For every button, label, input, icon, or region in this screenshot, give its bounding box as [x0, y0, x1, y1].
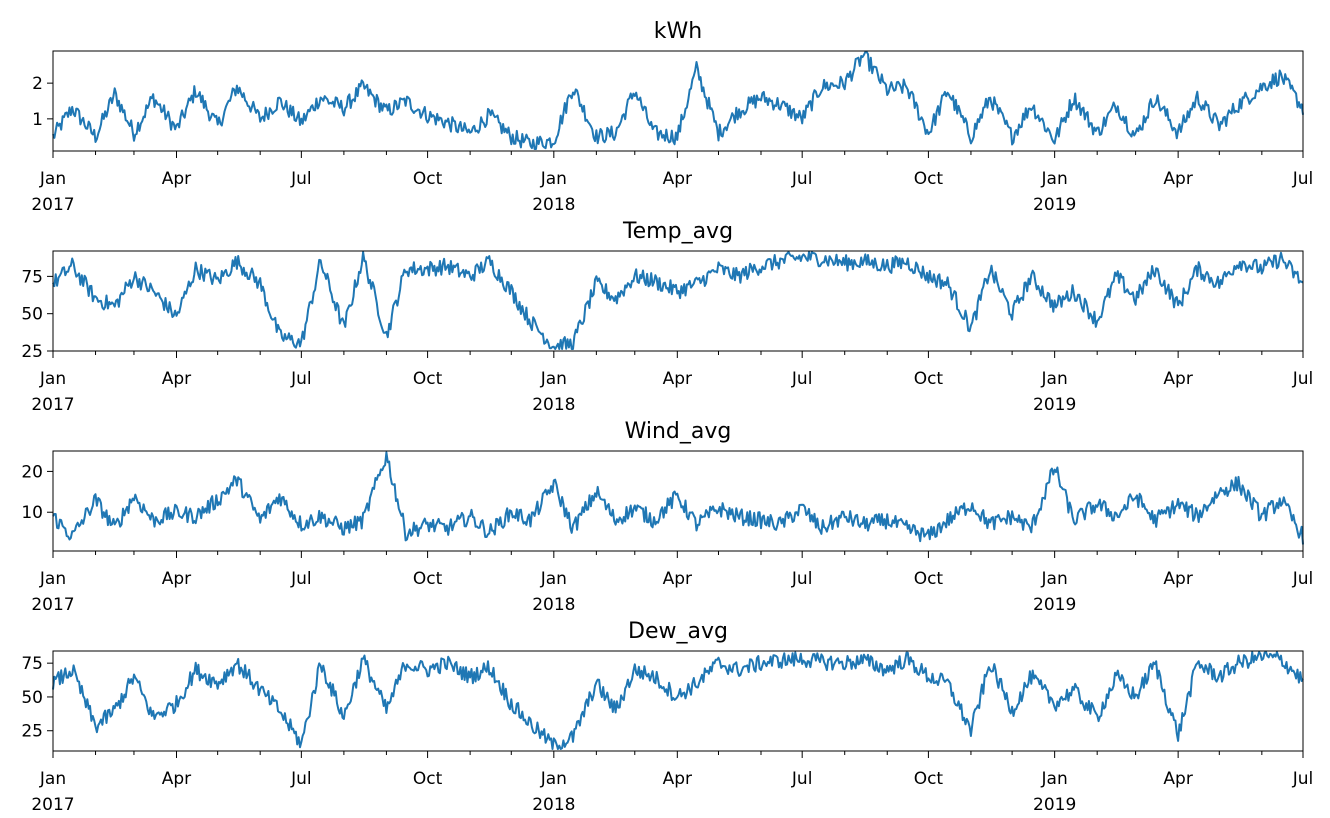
x-tick-label-month: Apr — [162, 769, 191, 789]
x-tick-label-year: 2019 — [1033, 395, 1076, 415]
x-tick-label-month: Jul — [791, 569, 813, 589]
chart-title: Dew_avg — [628, 619, 728, 644]
x-tick-label-month: Apr — [162, 169, 191, 189]
x-tick-label-month: Apr — [663, 169, 692, 189]
chart-title: Temp_avg — [622, 219, 733, 244]
x-tick-label-month: Oct — [914, 169, 944, 189]
x-tick-label-year: 2017 — [31, 795, 74, 815]
x-tick-label-month: Jan — [39, 169, 66, 189]
x-tick-label-month: Jul — [1292, 569, 1314, 589]
x-tick-label-month: Jan — [39, 569, 66, 589]
y-tick-label: 75 — [21, 267, 43, 287]
x-tick-label-month: Apr — [663, 369, 692, 389]
y-tick-label: 10 — [21, 503, 43, 523]
series-line — [52, 651, 1304, 750]
series-line — [52, 51, 1304, 150]
x-tick-label-year: 2018 — [532, 395, 575, 415]
y-tick-label: 50 — [21, 688, 43, 708]
y-tick-label: 20 — [21, 462, 43, 482]
axes-frame — [52, 250, 1304, 352]
x-tick-label-month: Apr — [162, 369, 191, 389]
x-tick-label-month: Jan — [1041, 569, 1068, 589]
x-tick-label-month: Apr — [162, 569, 191, 589]
x-tick-label-month: Jan — [1041, 169, 1068, 189]
y-tick-label: 75 — [21, 654, 43, 674]
x-tick-label-month: Apr — [663, 569, 692, 589]
y-tick-label: 1 — [32, 110, 43, 130]
x-tick-label-month: Oct — [413, 569, 443, 589]
x-tick-label-month: Jul — [1292, 169, 1314, 189]
x-tick-label-month: Oct — [914, 369, 944, 389]
y-tick-label: 25 — [21, 722, 43, 742]
x-tick-label-month: Oct — [413, 169, 443, 189]
y-tick-label: 50 — [21, 305, 43, 325]
y-tick-label: 25 — [21, 342, 43, 362]
x-tick-label-month: Jan — [540, 769, 567, 789]
x-tick-label-month: Oct — [413, 369, 443, 389]
panel-4: Dew_avg 25 50 75 Jan 2017 Apr Jul Oct Jan 2018 Apr J… — [21, 619, 1313, 815]
x-tick-label-month: Jan — [540, 169, 567, 189]
x-tick-label-month: Jan — [39, 369, 66, 389]
chart-title: Wind_avg — [625, 419, 732, 444]
x-tick-label-year: 2017 — [31, 195, 74, 215]
x-tick-label-month: Jul — [1292, 369, 1314, 389]
x-tick-label-year: 2019 — [1033, 195, 1076, 215]
x-tick-label-year: 2017 — [31, 395, 74, 415]
x-tick-label-month: Apr — [663, 769, 692, 789]
x-tick-label-month: Oct — [914, 569, 944, 589]
x-tick-label-month: Oct — [914, 769, 944, 789]
x-tick-label-month: Jul — [791, 169, 813, 189]
x-tick-label-month: Apr — [1163, 169, 1192, 189]
axes-frame — [52, 650, 1304, 752]
axes-frame — [52, 450, 1304, 552]
x-tick-label-year: 2018 — [532, 795, 575, 815]
x-tick-label-month: Jan — [39, 769, 66, 789]
x-tick-label-month: Jan — [1041, 769, 1068, 789]
panel-2: Temp_avg 25 50 75 Jan 2017 Apr Jul Oct Jan 2018 Apr… — [21, 219, 1313, 415]
x-tick-label-month: Jan — [540, 369, 567, 389]
x-tick-label-month: Jan — [1041, 369, 1068, 389]
x-tick-label-year: 2019 — [1033, 595, 1076, 615]
axes-frame — [52, 50, 1304, 152]
panel-1: kWh 1 2 Jan 2017 Apr Jul Oct Jan 2018 Apr Jul Oct Jan… — [31, 19, 1313, 215]
chart-title: kWh — [654, 19, 702, 44]
x-tick-label-month: Jul — [290, 769, 312, 789]
y-tick-label: 2 — [32, 74, 43, 94]
x-tick-label-year: 2019 — [1033, 795, 1076, 815]
x-tick-label-month: Jul — [290, 369, 312, 389]
x-tick-label-year: 2018 — [532, 195, 575, 215]
series-line — [52, 251, 1304, 350]
x-tick-label-month: Apr — [1163, 769, 1192, 789]
x-tick-label-month: Apr — [1163, 369, 1192, 389]
x-tick-label-month: Jul — [290, 169, 312, 189]
x-tick-label-year: 2018 — [532, 595, 575, 615]
x-tick-label-month: Jan — [540, 569, 567, 589]
x-tick-label-year: 2017 — [31, 595, 74, 615]
x-tick-label-month: Jul — [1292, 769, 1314, 789]
series-line — [52, 451, 1304, 545]
x-tick-label-month: Jul — [290, 569, 312, 589]
x-tick-label-month: Oct — [413, 769, 443, 789]
x-tick-label-month: Jul — [791, 769, 813, 789]
x-tick-label-month: Jul — [791, 369, 813, 389]
panel-3: Wind_avg 10 20 Jan 2017 Apr Jul Oct Jan 2018 Apr Ju… — [21, 419, 1313, 615]
x-tick-label-month: Apr — [1163, 569, 1192, 589]
